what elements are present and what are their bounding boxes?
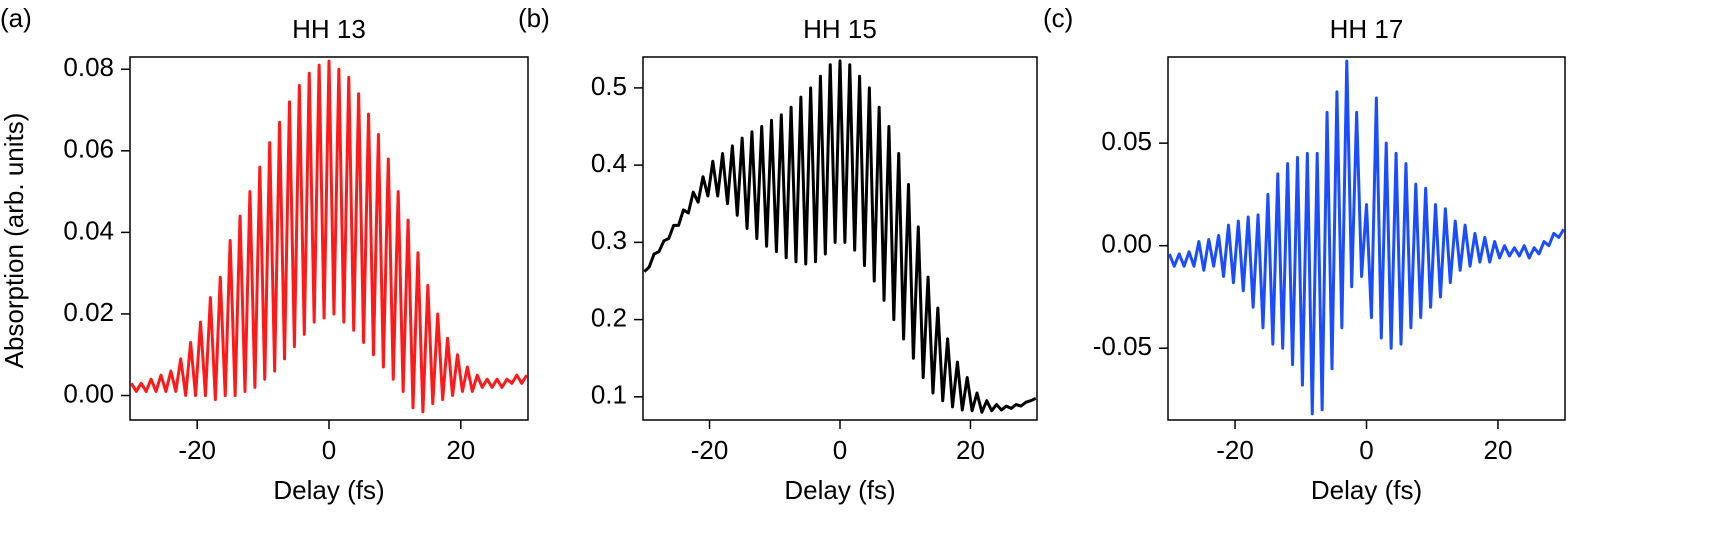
y-tick-label: 0.5 [591,71,627,101]
data-line [1167,59,1565,416]
x-tick-label: 0 [833,435,847,465]
data-line [130,59,528,414]
x-axis-label: Delay (fs) [784,475,895,505]
panel-title: HH 17 [1330,14,1404,44]
panel-title: HH 15 [803,14,877,44]
x-axis-label: Delay (fs) [1311,475,1422,505]
y-tick-label: 0.2 [591,302,627,332]
x-tick-label: 0 [1359,435,1373,465]
y-tick-label: 0.3 [591,225,627,255]
y-tick-label: 0.4 [591,148,627,178]
y-tick-label: 0.04 [63,215,114,245]
x-tick-label: -20 [691,435,729,465]
y-tick-label: 0.06 [63,134,114,164]
panel-label: (c) [1043,3,1073,33]
x-axis-label: Delay (fs) [273,475,384,505]
y-tick-label: 0.05 [1101,126,1152,156]
y-axis-label: Absorption (arb. units) [0,113,29,369]
y-tick-label: 0.1 [591,380,627,410]
y-tick-label: 0.00 [1101,229,1152,259]
data-line [643,59,1037,414]
x-tick-label: 20 [956,435,985,465]
panel-label: (b) [518,3,550,33]
y-tick-label: 0.08 [63,52,114,82]
y-tick-label: 0.00 [63,378,114,408]
x-tick-label: -20 [178,435,216,465]
x-tick-label: 20 [446,435,475,465]
panel-label: (a) [0,3,32,33]
y-tick-label: 0.02 [63,297,114,327]
y-tick-label: -0.05 [1093,331,1152,361]
panel-title: HH 13 [292,14,366,44]
x-tick-label: 20 [1483,435,1512,465]
x-tick-label: 0 [322,435,336,465]
x-tick-label: -20 [1216,435,1254,465]
